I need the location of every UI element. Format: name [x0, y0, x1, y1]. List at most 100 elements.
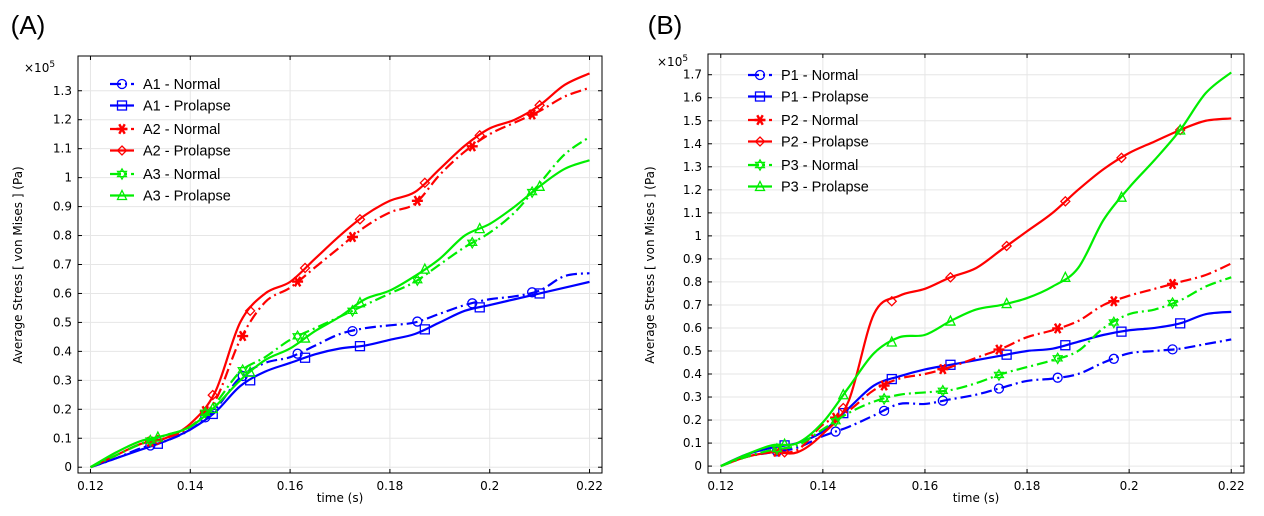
legend-marker — [754, 114, 766, 126]
series-line — [720, 276, 1232, 468]
y-tick-label: 0.9 — [683, 252, 702, 266]
series-marker — [1167, 278, 1179, 290]
x-tick-label: 0.22 — [576, 479, 603, 493]
y-tick-label: 0.9 — [53, 200, 72, 214]
series-marker-up — [466, 236, 478, 246]
series-marker-up — [993, 368, 1005, 379]
series-marker — [474, 129, 486, 141]
series-marker — [354, 341, 366, 352]
series-marker — [474, 222, 486, 234]
series-marker-down — [1166, 299, 1179, 310]
series-marker — [419, 324, 430, 335]
series-marker — [347, 325, 358, 337]
series-marker — [534, 288, 545, 299]
y-tick-label: 1.4 — [683, 137, 702, 151]
legend-marker — [754, 180, 766, 192]
series-marker-down — [466, 239, 478, 250]
series-marker — [411, 273, 423, 287]
series-marker — [993, 383, 1005, 394]
series-marker — [299, 262, 311, 274]
series-marker-down — [1052, 355, 1064, 365]
series-marker — [299, 331, 311, 343]
legend-item: A1 - Normal — [110, 77, 220, 93]
x-tick-label: 0.16 — [277, 479, 304, 493]
y-tick-label: 0.4 — [683, 367, 702, 381]
series-marker — [244, 305, 256, 317]
series-marker — [1060, 340, 1071, 351]
legend-marker — [754, 136, 766, 147]
series-marker — [837, 388, 849, 400]
series-marker — [1175, 318, 1186, 329]
series-marker-up — [1052, 351, 1064, 362]
legend-item: P2 - Normal — [748, 113, 858, 129]
series-marker — [1108, 316, 1120, 329]
legend-marker — [116, 167, 128, 181]
series-marker-up — [830, 414, 842, 425]
series-marker — [354, 213, 366, 225]
series-marker — [534, 99, 546, 111]
series-marker-up — [237, 363, 249, 374]
series-marker — [878, 380, 890, 391]
series-marker — [1115, 190, 1128, 202]
y-tick-label: 1 — [64, 171, 72, 185]
series-marker — [299, 352, 311, 363]
series-marker-up — [1108, 316, 1120, 326]
series-marker — [292, 329, 304, 343]
legend-item: A2 - Prolapse — [110, 144, 231, 160]
series-marker — [937, 363, 949, 375]
series-marker — [1116, 152, 1127, 164]
legend-label: P3 - Normal — [781, 158, 858, 174]
series-line — [89, 159, 590, 469]
series-marker-up — [1166, 296, 1179, 307]
series-marker — [837, 402, 849, 414]
series-marker — [466, 140, 478, 152]
series-marker — [526, 287, 538, 298]
x-tick-label: 0.2 — [480, 479, 499, 493]
series-marker-down — [1108, 319, 1120, 329]
series-marker — [1108, 295, 1120, 307]
legend-marker-down — [116, 170, 128, 181]
legend-marker — [754, 91, 766, 102]
series-marker — [779, 437, 791, 449]
x-tick-label: 0.22 — [1218, 479, 1245, 493]
series-marker — [474, 302, 485, 313]
x-tick-label: 0.18 — [1014, 479, 1041, 493]
panel-b-label: (B) — [648, 10, 683, 40]
y-tick-label: 0.2 — [53, 402, 72, 416]
series-marker — [1108, 353, 1119, 364]
legend-marker-down — [754, 161, 766, 172]
legend-label: P2 - Normal — [781, 113, 858, 129]
series-marker — [1174, 123, 1186, 135]
series-marker-up — [411, 273, 423, 284]
x-tick-label: 0.16 — [912, 479, 939, 493]
series-marker-down — [237, 367, 249, 377]
panel-b-y-axis-label: Average Stress [ von Mises ] (Pa) — [643, 166, 657, 363]
y-tick-label: 0.5 — [53, 315, 72, 329]
y-tick-label: 1.6 — [683, 91, 702, 105]
panel-b-axes-frame — [707, 53, 1245, 474]
series-marker — [886, 295, 898, 307]
series-line — [90, 72, 590, 469]
series-marker-down — [830, 418, 842, 428]
panel-a-y-exponent: 5 — [49, 60, 55, 70]
y-tick-label: 1.3 — [53, 84, 72, 98]
series-line — [720, 262, 1232, 468]
series-marker-up — [937, 384, 949, 395]
y-tick-label: 0.4 — [53, 344, 72, 358]
x-tick-label: 0.12 — [77, 479, 104, 493]
legend-label: P1 - Normal — [781, 68, 858, 84]
series-marker — [237, 363, 249, 377]
legend-label: P1 - Prolapse — [781, 90, 869, 106]
panel-b-series — [720, 71, 1232, 468]
x-tick-label: 0.14 — [809, 479, 836, 493]
series-marker — [886, 373, 897, 385]
series-marker — [1001, 240, 1013, 252]
series-marker — [244, 365, 256, 377]
y-tick-label: 0.8 — [683, 275, 702, 289]
series-marker — [411, 195, 423, 207]
series-marker — [886, 335, 898, 347]
x-tick-label: 0.14 — [177, 479, 204, 493]
y-tick-label: 0.5 — [683, 344, 702, 358]
x-tick-label: 0.2 — [1120, 479, 1139, 493]
series-marker — [207, 389, 219, 401]
